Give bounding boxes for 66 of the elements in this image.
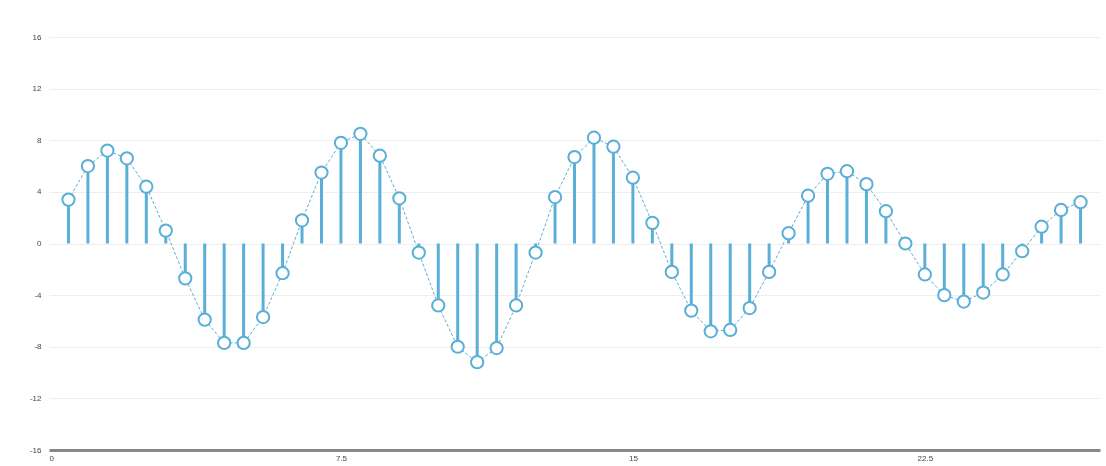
point (1015, 244, 1030, 259)
point (314, 165, 329, 180)
y-tick-label: -16 (29, 445, 43, 455)
x-tick-label: 7.5 (335, 453, 348, 463)
point (664, 264, 679, 280)
y-tick-label: 16 (32, 32, 43, 42)
point (508, 298, 524, 313)
point (800, 188, 816, 203)
point (820, 166, 835, 181)
point (470, 355, 485, 370)
point (684, 303, 699, 318)
point (859, 177, 874, 192)
point (294, 213, 310, 228)
point (956, 294, 971, 309)
y-tick-label: -12 (29, 393, 43, 403)
point (995, 267, 1010, 282)
y-tick-label: 4 (37, 187, 43, 197)
point (61, 192, 76, 207)
point (645, 215, 660, 230)
x-tick-label: 0 (49, 453, 55, 463)
point (158, 223, 173, 238)
point (80, 158, 96, 174)
point (625, 170, 641, 185)
point (1034, 219, 1049, 234)
point (197, 312, 212, 327)
point (547, 189, 563, 205)
x-tick-label: 15 (628, 453, 639, 463)
point (255, 309, 271, 325)
point (586, 130, 602, 145)
y-tick-label: -4 (34, 290, 43, 300)
point (528, 245, 543, 260)
point (606, 139, 621, 154)
point (353, 126, 368, 141)
y-tick-label: 12 (32, 84, 43, 94)
point (178, 271, 193, 286)
point (139, 179, 154, 194)
point (567, 149, 582, 165)
point (742, 300, 757, 316)
point (450, 339, 465, 354)
point (119, 151, 134, 166)
point (392, 191, 407, 206)
y-tick-label: 8 (37, 135, 43, 145)
point (781, 226, 796, 241)
point (723, 322, 738, 338)
point (878, 204, 894, 219)
x-tick-label: 22.5 (917, 453, 934, 463)
point (898, 236, 913, 251)
point (1053, 202, 1069, 218)
point (411, 245, 426, 260)
point (275, 266, 290, 281)
point (839, 164, 855, 179)
y-tick-label: 0 (37, 239, 43, 248)
y-tick-label: -8 (34, 342, 43, 352)
point (333, 135, 349, 150)
point (703, 324, 718, 339)
point (372, 148, 387, 163)
point (917, 267, 932, 282)
point (100, 143, 115, 158)
point (489, 340, 504, 356)
point (217, 335, 232, 350)
point (976, 285, 991, 300)
point (762, 264, 777, 280)
point (431, 298, 446, 313)
point (236, 335, 251, 350)
point (937, 288, 952, 303)
point (1073, 195, 1088, 210)
